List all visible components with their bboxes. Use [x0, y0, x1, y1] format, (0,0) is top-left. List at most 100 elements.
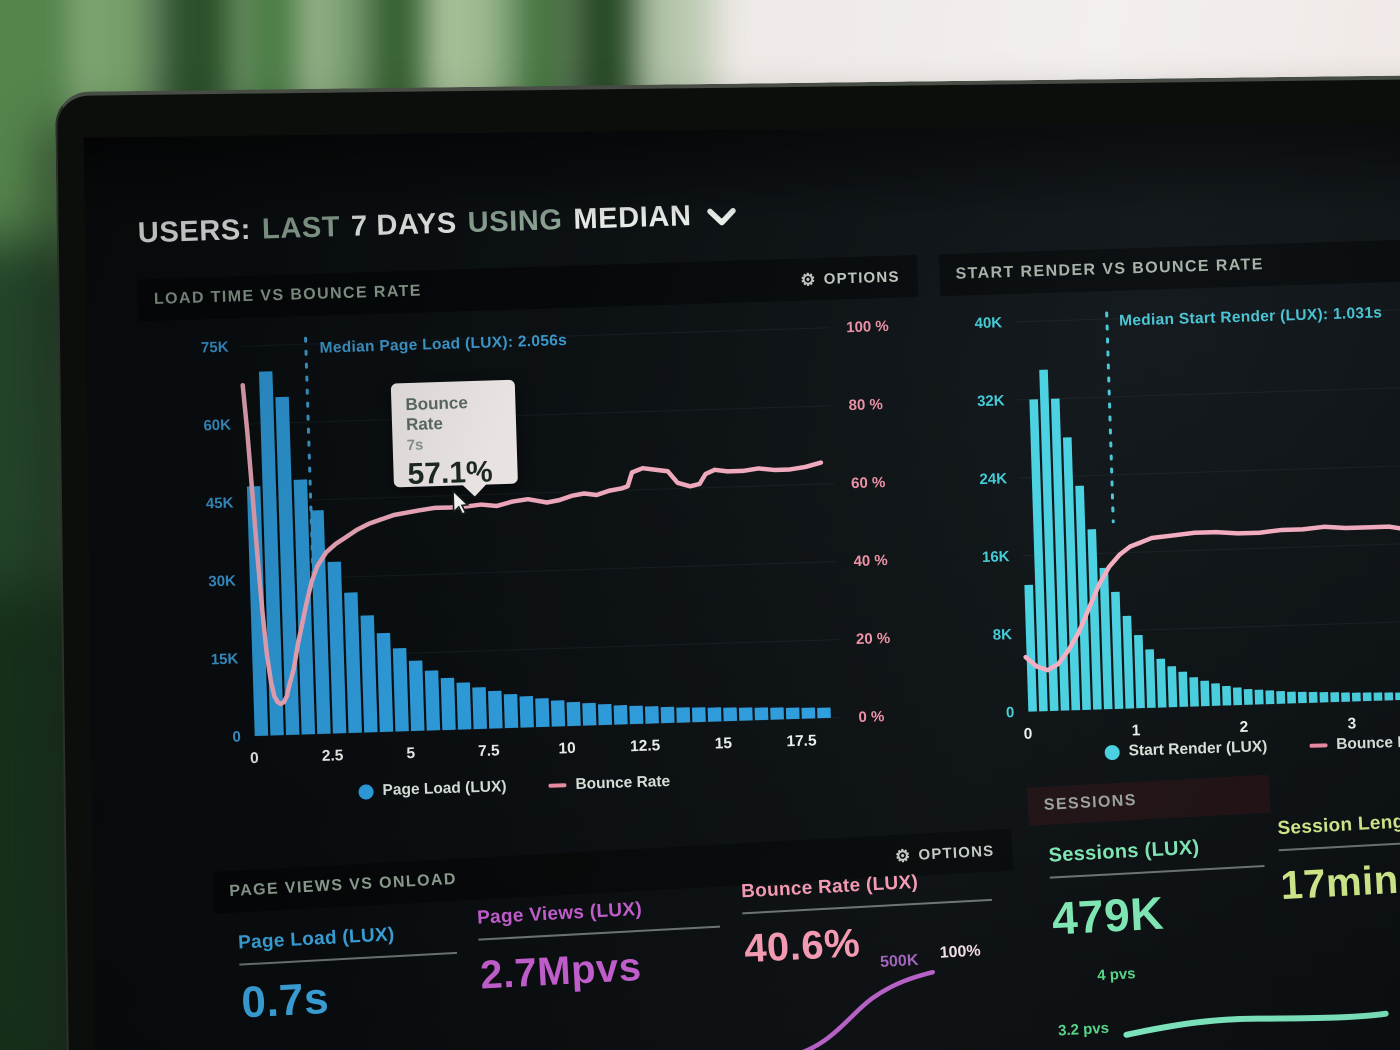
- svg-text:80 %: 80 %: [848, 396, 883, 414]
- svg-text:0: 0: [1023, 726, 1032, 743]
- laptop: USERS: LAST 7 DAYS USING MEDIAN LOAD TIM…: [55, 73, 1400, 1050]
- svg-text:3: 3: [1347, 715, 1357, 732]
- svg-text:5: 5: [406, 745, 416, 762]
- options-button[interactable]: ⚙ OPTIONS: [894, 842, 995, 866]
- divider: [1049, 865, 1265, 879]
- tooltip-time: 7s: [406, 436, 424, 455]
- options-button[interactable]: ⚙ OPTIONS: [800, 268, 900, 290]
- legend-label: Bounce Rate: [575, 772, 671, 793]
- legend-item-bounce-rate[interactable]: Bounce Rate: [1309, 733, 1400, 755]
- legend-label: Bounce Rate: [1335, 733, 1400, 754]
- title-using: USING: [467, 204, 564, 240]
- metric-label: Page Views (LUX): [476, 898, 643, 929]
- onload-curve: [782, 969, 936, 1050]
- legend-label: Page Load (LUX): [382, 778, 507, 799]
- panel-title: PAGE VIEWS VS ONLOAD: [228, 870, 458, 901]
- load-time-chart-area: 75K 60K 45K 30K 15K 0 100 % 80 % 60 % 40 % 20 % 0 %…: [139, 297, 933, 800]
- legend-item-page-load[interactable]: Page Load (LUX): [358, 778, 507, 801]
- svg-text:1: 1: [1131, 722, 1141, 739]
- title-days: 7 DAYS: [350, 207, 458, 243]
- svg-text:0: 0: [250, 750, 259, 767]
- dashboard-title-dropdown[interactable]: USERS: LAST 7 DAYS USING MEDIAN: [137, 199, 737, 251]
- svg-text:60 %: 60 %: [851, 474, 886, 492]
- svg-text:17.5: 17.5: [786, 732, 817, 750]
- start-render-chart-area: 40K 32K 24K 16K 8K 0 0 1 2 3 Median Start Render …: [940, 279, 1400, 761]
- svg-text:12.5: 12.5: [630, 737, 661, 755]
- legend-dot-icon: [358, 783, 374, 800]
- svg-text:15K: 15K: [211, 650, 239, 668]
- svg-text:40 %: 40 %: [853, 552, 888, 570]
- svg-text:7.5: 7.5: [478, 742, 500, 760]
- metric-label: Sessions (LUX): [1048, 836, 1200, 867]
- bar-series: [1024, 369, 1400, 712]
- panel-title: LOAD TIME VS BOUNCE RATE: [153, 282, 423, 308]
- metric-sessions: Sessions (LUX) 479K 4 pvs: [1048, 833, 1270, 986]
- legend-label: Start Render (LUX): [1128, 738, 1268, 760]
- axis-labels: 75K 60K 45K 30K 15K 0 100 % 80 % 60 % 40 % 20 % 0 %…: [201, 318, 891, 767]
- metric-value: 0.7s: [240, 973, 331, 1028]
- panel-title: SESSIONS: [1043, 791, 1138, 814]
- mini-axis-right-label: 100%: [939, 942, 982, 962]
- chevron-down-icon: [707, 207, 736, 226]
- sessions-sparkline: [1123, 1010, 1389, 1038]
- panel-page-views-vs-onload: PAGE VIEWS VS ONLOAD ⚙ OPTIONS Page Load…: [212, 828, 1030, 1050]
- analytics-dashboard: USERS: LAST 7 DAYS USING MEDIAN LOAD TIM…: [128, 145, 1400, 1050]
- metrics-row: PAGE VIEWS VS ONLOAD ⚙ OPTIONS Page Load…: [150, 774, 1400, 1050]
- svg-text:0: 0: [1006, 704, 1015, 721]
- options-label: OPTIONS: [823, 268, 900, 288]
- panel-load-time-vs-bounce-rate: LOAD TIME VS BOUNCE RATE ⚙ OPTIONS 75K 60…: [137, 254, 934, 844]
- legend: Page Load (LUX) Bounce Rate: [358, 773, 670, 801]
- start-render-chart[interactable]: 40K 32K 24K 16K 8K 00 1 2 3: [940, 279, 1400, 756]
- legend-dot-icon: [1104, 744, 1120, 760]
- median-line: [1105, 311, 1115, 524]
- svg-text:24K: 24K: [979, 470, 1007, 488]
- legend-item-start-render[interactable]: Start Render (LUX): [1104, 738, 1268, 761]
- charts-row: LOAD TIME VS BOUNCE RATE ⚙ OPTIONS 75K 60…: [137, 236, 1400, 845]
- legend-item-bounce-rate[interactable]: Bounce Rate: [548, 773, 670, 795]
- svg-text:20 %: 20 %: [856, 630, 891, 648]
- svg-text:75K: 75K: [201, 339, 229, 357]
- title-median: MEDIAN: [573, 200, 692, 236]
- metric-label: Page Load (LUX): [237, 924, 396, 954]
- gear-icon: ⚙: [894, 845, 912, 866]
- divider: [239, 951, 458, 966]
- gear-icon: ⚙: [800, 269, 818, 290]
- panel-title: START RENDER VS BOUNCE RATE: [955, 256, 1265, 283]
- metric-page-load: Page Load (LUX) 0.7s 1s: [238, 921, 463, 1050]
- svg-text:45K: 45K: [206, 495, 234, 513]
- metric-sub: 1s: [300, 1041, 463, 1050]
- title-users: USERS:: [137, 213, 252, 250]
- svg-text:8K: 8K: [992, 626, 1012, 644]
- axis-labels: 40K 32K 24K 16K 8K 00 1 2 3: [974, 314, 1357, 743]
- panel-start-render-vs-bounce-rate: START RENDER VS BOUNCE RATE 40K 32K 24K 16K…: [938, 236, 1400, 819]
- bounce-rate-tooltip: Bounce Rate 7s 57.1%: [390, 379, 518, 491]
- metric-value: 2.7Mpvs: [479, 944, 643, 998]
- mouse-cursor-icon: [452, 489, 470, 516]
- legend-dash-icon: [548, 783, 567, 788]
- title-last: LAST: [261, 211, 341, 246]
- svg-text:32K: 32K: [977, 392, 1005, 410]
- svg-text:16K: 16K: [982, 548, 1010, 566]
- sessions-sub-metric: 3.2 pvs: [1057, 1019, 1110, 1040]
- svg-text:2.5: 2.5: [322, 747, 344, 765]
- svg-text:10: 10: [558, 740, 576, 758]
- metric-session-length: Session Length (LUX) 17min: [1277, 805, 1400, 909]
- tooltip-series: Bounce Rate: [405, 393, 469, 435]
- load-time-chart[interactable]: 75K 60K 45K 30K 15K 0 100 % 80 % 60 % 40 % 20 % 0 %…: [139, 297, 933, 781]
- metric-page-views: Page Views (LUX) 2.7Mpvs: [477, 895, 724, 999]
- median-line: [304, 336, 315, 588]
- svg-text:40K: 40K: [974, 314, 1002, 332]
- metric-value: 479K: [1050, 886, 1166, 945]
- legend-dash-icon: [1309, 743, 1328, 748]
- svg-text:60K: 60K: [203, 417, 231, 435]
- panel-sessions: SESSIONS Sessions (LUX) 479K 4 pvs Sessi…: [1026, 760, 1400, 1050]
- metric-value: 17min: [1279, 857, 1400, 909]
- laptop-screen: USERS: LAST 7 DAYS USING MEDIAN LOAD TIM…: [83, 119, 1400, 1050]
- svg-text:30K: 30K: [208, 573, 236, 591]
- svg-text:15: 15: [714, 735, 732, 753]
- svg-text:0 %: 0 %: [858, 708, 884, 726]
- metric-sub: 4 pvs: [1096, 965, 1136, 985]
- options-label: OPTIONS: [918, 842, 995, 864]
- svg-text:100 %: 100 %: [846, 318, 889, 336]
